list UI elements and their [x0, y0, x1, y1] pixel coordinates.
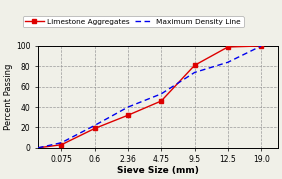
- Maximum Density Line: [93, 124, 96, 127]
- Limestone Aggregates: [36, 147, 40, 149]
- Legend: Limestone Aggregates, Maximum Density Line: Limestone Aggregates, Maximum Density Li…: [23, 16, 244, 27]
- Maximum Density Line: [60, 142, 63, 144]
- Maximum Density Line: [126, 106, 130, 108]
- Maximum Density Line: [259, 45, 263, 47]
- Limestone Aggregates: [259, 45, 263, 47]
- Maximum Density Line: [226, 61, 230, 63]
- Limestone Aggregates: [226, 46, 230, 48]
- Maximum Density Line: [160, 93, 163, 95]
- Limestone Aggregates: [126, 114, 130, 116]
- Limestone Aggregates: [93, 127, 96, 130]
- Limestone Aggregates: [60, 144, 63, 146]
- Maximum Density Line: [36, 147, 40, 149]
- Limestone Aggregates: [193, 64, 196, 66]
- Line: Limestone Aggregates: Limestone Aggregates: [36, 44, 263, 150]
- X-axis label: Sieve Size (mm): Sieve Size (mm): [117, 166, 199, 175]
- Y-axis label: Percent Passing: Percent Passing: [4, 64, 13, 130]
- Limestone Aggregates: [160, 100, 163, 102]
- Line: Maximum Density Line: Maximum Density Line: [38, 46, 261, 148]
- Maximum Density Line: [193, 71, 196, 74]
